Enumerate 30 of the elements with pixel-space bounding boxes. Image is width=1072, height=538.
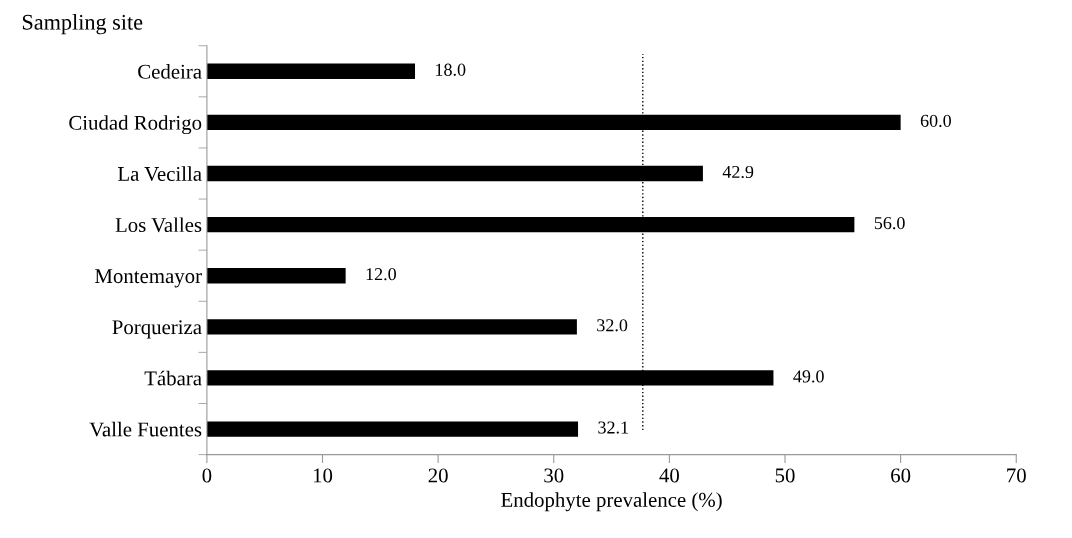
data-label: 32.1 xyxy=(598,421,628,434)
bar xyxy=(206,268,346,284)
data-label: 49.0 xyxy=(793,370,824,383)
y-tick-label: Los Valles xyxy=(115,217,202,233)
data-label: 42.9 xyxy=(722,165,754,179)
x-tick-label: 70 xyxy=(1007,468,1026,483)
data-label: 32.0 xyxy=(597,319,628,332)
y-tick-label: Ciudad Rodrigo xyxy=(69,115,202,135)
x-tick-label: 10 xyxy=(313,468,333,483)
x-axis-title: Endophyte prevalence (%) xyxy=(501,492,722,512)
data-label: 12.0 xyxy=(366,268,396,281)
y-tick-label: Montemayor xyxy=(95,269,202,288)
x-tick-label: 60 xyxy=(891,468,911,483)
y-tick-label: Valle Fuentes xyxy=(89,421,202,437)
y-axis-title: Sampling site xyxy=(22,14,143,35)
y-tick-label: Cedeira xyxy=(138,64,202,79)
x-tick-label: 0 xyxy=(202,468,212,483)
y-tick-label: La Vecilla xyxy=(117,166,202,182)
data-label: 60.0 xyxy=(920,114,951,127)
data-label: 18.0 xyxy=(436,63,466,76)
x-tick-label: 30 xyxy=(544,468,564,483)
data-label: 56.0 xyxy=(874,216,905,230)
bar xyxy=(206,319,577,335)
bar xyxy=(206,421,579,437)
bar xyxy=(206,63,416,79)
y-tick-label: Porqueriza xyxy=(112,320,202,339)
y-tick-label: Tábara xyxy=(144,370,202,386)
x-tick-label: 40 xyxy=(659,468,680,483)
x-tick-label: 20 xyxy=(428,468,448,483)
x-tick-label: 50 xyxy=(775,468,795,483)
